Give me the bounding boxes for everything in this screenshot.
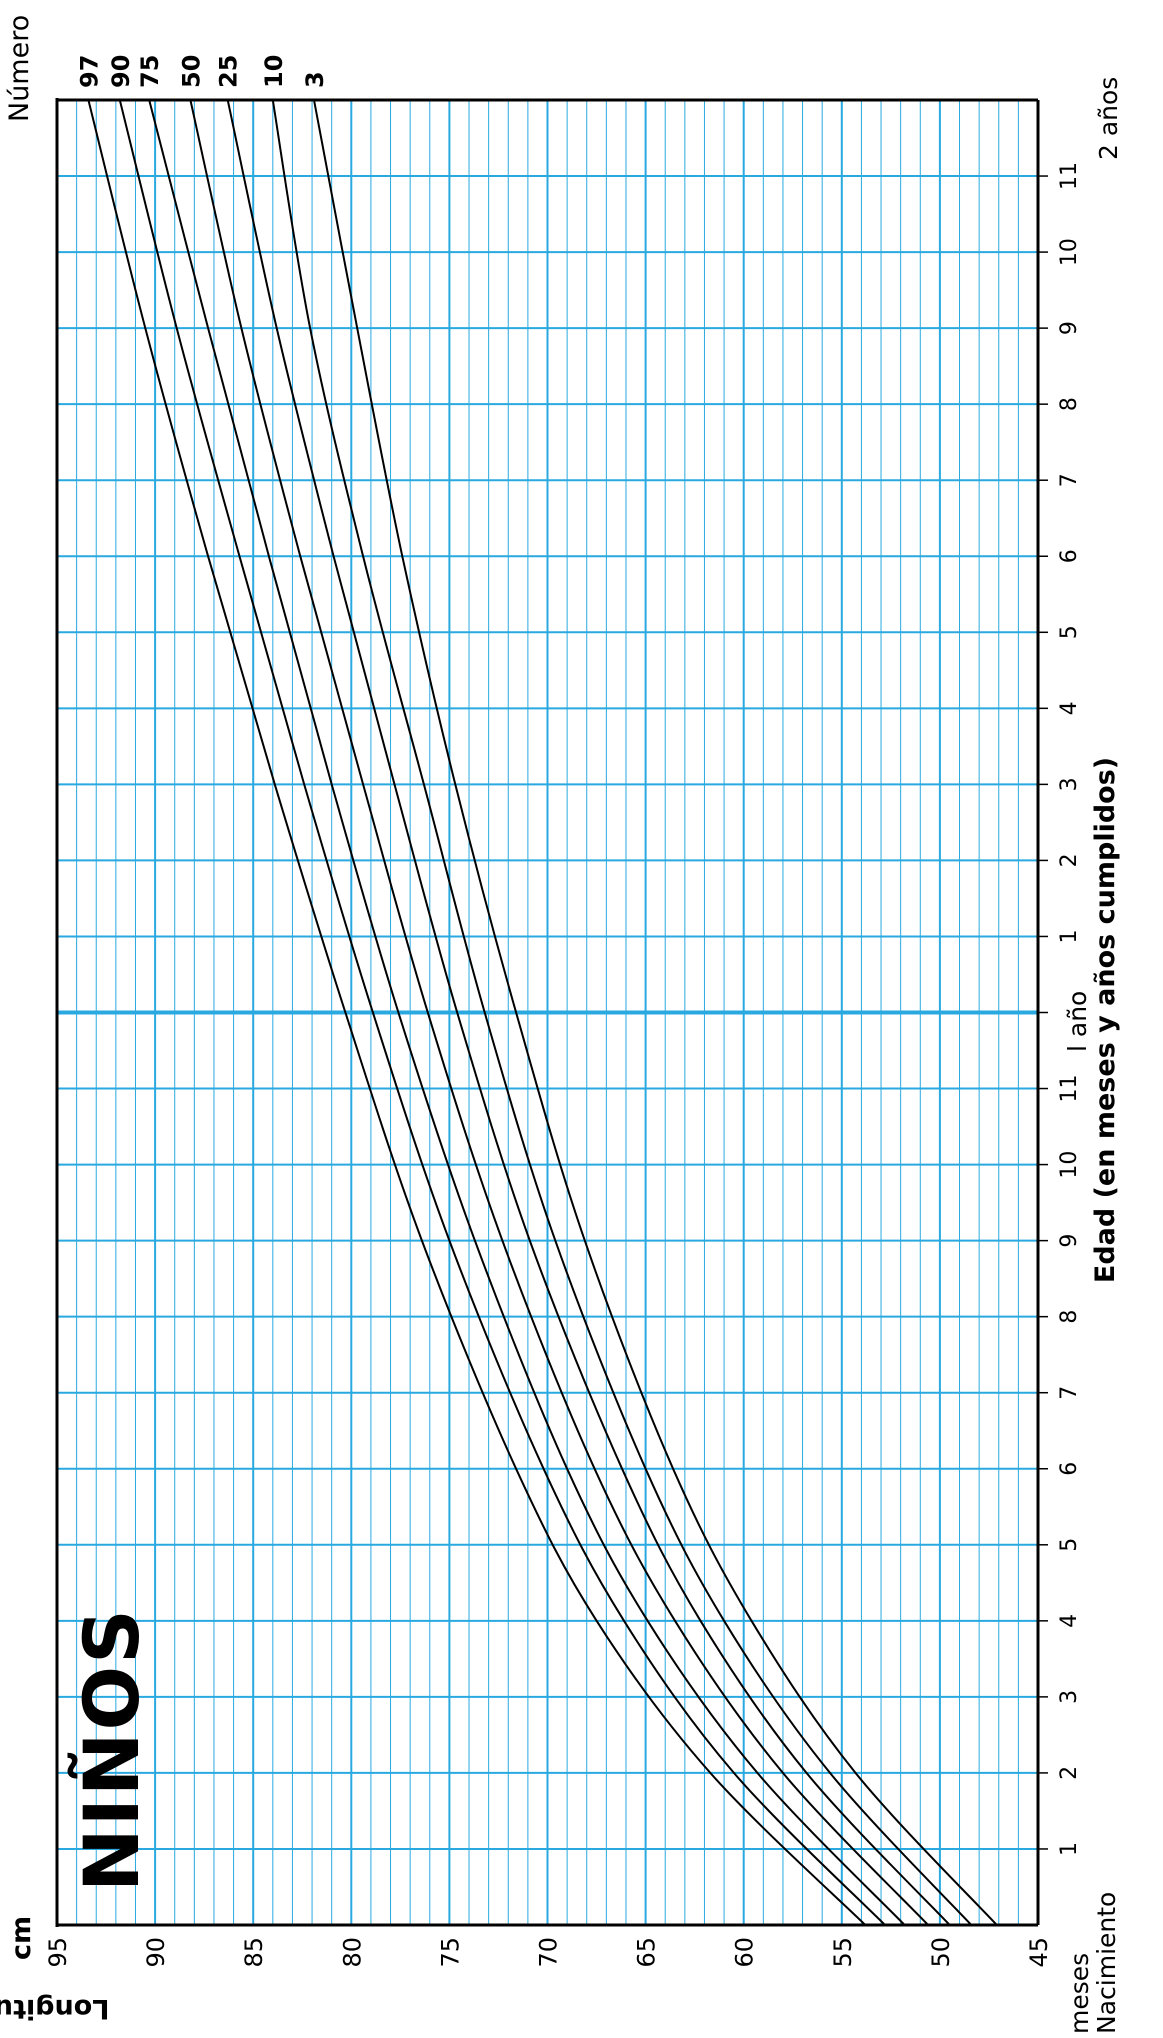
y-tick-label: 80 (338, 1937, 366, 1968)
x-tick-label: 6 (1057, 1462, 1082, 1476)
x-unit-label: meses (1065, 1953, 1094, 2034)
x-tick-label: 2 (1057, 1766, 1082, 1780)
x-tick-label: 4 (1057, 701, 1082, 715)
x-tick-label: 3 (1057, 1690, 1082, 1704)
series-label-p10: 10 (260, 55, 288, 88)
legend-title: Número (4, 15, 35, 122)
y-tick-label: 45 (1025, 1937, 1053, 1968)
x-tick-label: 6 (1057, 549, 1082, 563)
percentile-curve-p97 (87, 99, 867, 1926)
series-label-p3: 3 (301, 71, 329, 88)
percentile-curve-p75 (148, 99, 906, 1926)
y-tick-label: 95 (44, 1937, 72, 1968)
series-label-p75: 75 (136, 55, 164, 88)
x-tick-label: 7 (1057, 473, 1082, 487)
percentile-curve-p50 (189, 99, 929, 1926)
x-tick-label: 8 (1057, 1310, 1082, 1324)
x-tick-label: 9 (1057, 1234, 1082, 1248)
y-tick-label: 70 (535, 1937, 563, 1968)
y-tick-label: 65 (633, 1937, 661, 1968)
x-tick-label: 11 (1057, 162, 1082, 190)
x-tick-label: 7 (1057, 1386, 1082, 1400)
x-tick-label: 10 (1057, 238, 1082, 266)
year-1-label: l año (1063, 991, 1092, 1052)
y-tick-label: 90 (142, 1937, 170, 1968)
x-tick-label: 4 (1057, 1614, 1082, 1628)
x-tick-label: 5 (1057, 625, 1082, 639)
y-tick-label: 75 (436, 1937, 464, 1968)
axes (55, 98, 1048, 1927)
x-tick-label: 3 (1057, 777, 1082, 791)
birth-label: Nacimiento (1092, 1892, 1121, 2034)
x-tick-label: 11 (1057, 1075, 1082, 1103)
labels: 4550556065707580859095123456789101112345… (44, 55, 1082, 1968)
grid (56, 100, 1039, 1925)
x-tick-label: 5 (1057, 1538, 1082, 1552)
year-2-label: 2 años (1094, 77, 1123, 160)
series-label-p97: 97 (75, 55, 103, 88)
percentile-curve-p90 (118, 99, 886, 1926)
y-tick-label: 85 (240, 1937, 268, 1968)
percentile-curve-p25 (226, 99, 951, 1926)
x-axis-title: Edad (en meses y años cumplidos) (1090, 757, 1121, 1283)
x-tick-label: 1 (1057, 929, 1082, 943)
series-label-p25: 25 (215, 55, 243, 88)
chart-title: NIÑOS (67, 1607, 156, 1892)
y-axis-title: Longitud (0, 1993, 110, 2024)
series-label-p90: 90 (107, 55, 135, 88)
x-tick-label: 1 (1057, 1842, 1082, 1856)
x-tick-label: 8 (1057, 397, 1082, 411)
y-tick-label: 50 (927, 1937, 955, 1968)
percentile-curve-p10 (271, 99, 973, 1926)
y-unit-label: cm (6, 1916, 37, 1960)
x-tick-label: 2 (1057, 853, 1082, 867)
percentile-curves (87, 99, 998, 1926)
x-tick-label: 9 (1057, 321, 1082, 335)
y-tick-label: 55 (829, 1937, 857, 1968)
y-tick-label: 60 (731, 1937, 759, 1968)
x-tick-label: 10 (1057, 1151, 1082, 1179)
percentile-curve-p3 (313, 99, 998, 1926)
series-label-p50: 50 (177, 55, 205, 88)
